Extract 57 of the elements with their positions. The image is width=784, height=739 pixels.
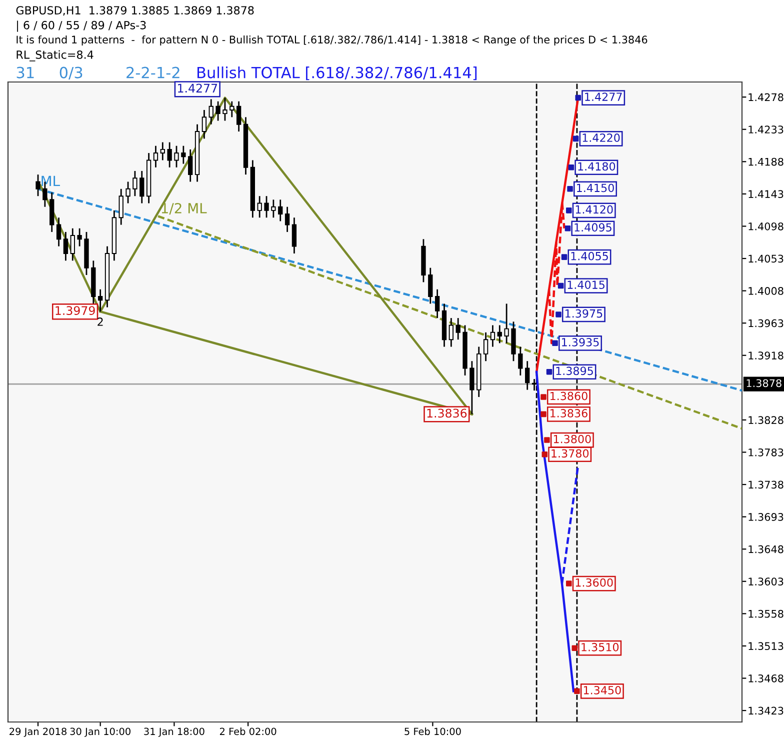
data-label: 1.4180 — [578, 162, 616, 171]
x-tick-label: 30 Jan 10:00 — [70, 728, 130, 737]
text: It is found 1 patterns - for pattern N 0 - Bullish TOTAL [.618/.382/.786/1.414] - 1.3818 < Range of the prices D < 1.3846 — [16, 35, 648, 46]
data-label: 1.3600 — [576, 578, 613, 587]
text: 31 — [16, 66, 34, 78]
x-tick-label: 5 Feb 10:00 — [404, 728, 461, 736]
data-label: 1.3510 — [582, 642, 619, 652]
text: GBPUSD,H1 1.3879 1.3885 1.3869 1.3878 — [16, 6, 254, 16]
data-label: 1.3780 — [552, 449, 589, 458]
text: Bullish TOTAL [.618/.382/.786/1.414] — [198, 66, 477, 80]
annotation: 1.3979 — [56, 306, 95, 316]
annotation: 1.4277 — [178, 84, 218, 92]
y-tick-label: 1.3603 — [748, 578, 784, 586]
x-tick-label: 31 Jan 18:00 — [144, 728, 204, 737]
data-label: 1.4015 — [568, 280, 604, 289]
text: 0/3 — [60, 66, 82, 80]
data-label: 1.3450 — [584, 686, 621, 694]
data-label: 1.3935 — [562, 338, 599, 346]
y-tick-label: 1.4143 — [748, 190, 784, 198]
data-label: 1.3836 — [550, 409, 588, 418]
y-tick-label: 1.4008 — [748, 287, 784, 295]
text: RL_Static=8.4 — [16, 50, 94, 62]
y-tick-label: 1.3558 — [748, 610, 784, 618]
text: 2-2-1-2 — [126, 66, 180, 78]
y-tick-label: 1.4188 — [748, 158, 784, 166]
ref-line-label: 1.3878 — [746, 379, 782, 388]
y-tick-label: 1.3513 — [748, 642, 784, 650]
annotation: 2 — [98, 318, 103, 326]
y-tick-label: 1.4233 — [748, 126, 784, 134]
data-label: 1.3895 — [556, 366, 593, 376]
data-label: 1.4055 — [571, 252, 608, 260]
annotation: 1.3836 — [427, 408, 467, 418]
y-tick-label: 1.3648 — [748, 545, 784, 554]
x-tick-label: 29 Jan 2018 — [10, 728, 66, 737]
series-label: ML — [42, 176, 60, 186]
data-label: 1.4095 — [574, 223, 612, 232]
y-tick-label: 1.3918 — [748, 352, 784, 360]
data-label: 1.3860 — [550, 392, 588, 400]
data-label: 1.3975 — [565, 309, 602, 318]
y-tick-label: 1.3963 — [748, 319, 784, 328]
y-tick-label: 1.4053 — [748, 254, 784, 263]
y-tick-label: 1.3783 — [748, 448, 784, 456]
y-tick-label: 1.4098 — [748, 222, 784, 230]
data-label: 1.4150 — [577, 184, 614, 192]
data-label: 1.4120 — [576, 205, 613, 214]
data-label: 1.4277 — [585, 92, 622, 101]
data-label: 1.4220 — [582, 134, 620, 142]
y-tick-label: 1.3738 — [748, 480, 784, 489]
y-tick-label: 1.3423 — [748, 706, 784, 715]
x-tick-label: 2 Feb 02:00 — [220, 728, 276, 736]
data-label: 1.3800 — [554, 434, 591, 444]
y-tick-label: 1.4278 — [748, 93, 784, 102]
y-tick-label: 1.3693 — [748, 513, 784, 521]
y-tick-label: 1.3468 — [748, 674, 784, 682]
y-tick-label: 1.3828 — [748, 416, 784, 424]
series-label: 1/2 ML — [162, 202, 207, 215]
text: | 6 / 60 / 55 / 89 / APs-3 — [17, 20, 146, 32]
